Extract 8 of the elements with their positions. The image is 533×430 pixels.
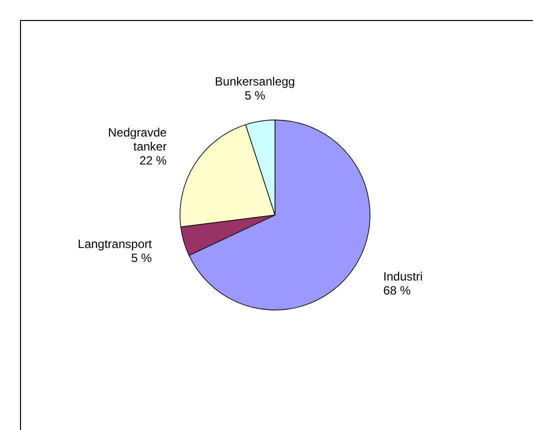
slice-label: Langtransport [78, 236, 152, 251]
slice-label: Nedgravde tanker [108, 125, 168, 154]
data-label: 5 % [244, 88, 266, 102]
slice-label: Industri [383, 270, 423, 284]
data-label: 68 % [383, 284, 411, 298]
data-label: 22 % [139, 153, 168, 168]
data-label: 5 % [131, 250, 152, 265]
slice-label: Bunkersanlegg [214, 74, 295, 88]
